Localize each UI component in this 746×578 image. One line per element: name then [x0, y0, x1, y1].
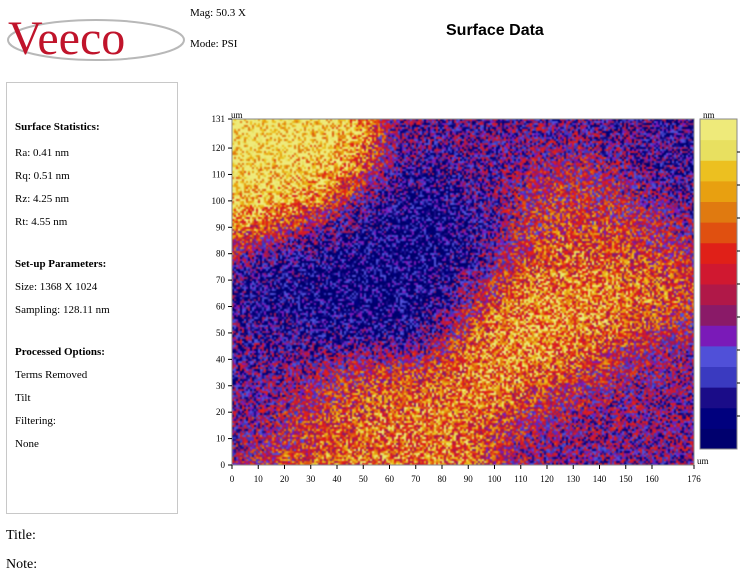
y-tick-label: 120: [212, 143, 226, 153]
mode-label: Mode: PSI: [190, 38, 238, 50]
y-tick-label: 70: [216, 275, 226, 285]
stat-ra: Ra: 0.41 nm: [15, 147, 70, 159]
colorbar-segment: [700, 387, 737, 409]
terms-removed-label: Terms Removed: [15, 369, 88, 381]
colorbar-segment: [700, 263, 737, 285]
x-tick-label: 0: [230, 474, 235, 484]
title-field-label: Title:: [6, 528, 36, 543]
colorbar-segment: [700, 139, 737, 161]
veeco-logo: Veeco: [7, 12, 185, 65]
stat-rz: Rz: 4.25 nm: [15, 193, 70, 205]
y-axis: 0 10 20 30 40 50 60 70 80 90 100 110 120 131: [212, 114, 232, 470]
setup-size: Size: 1368 X 1024: [15, 281, 98, 293]
colorbar-segment: [700, 222, 737, 244]
colorbar-segment: [700, 325, 737, 347]
x-axis-unit: um: [697, 456, 709, 466]
y-tick-label: 30: [216, 381, 226, 391]
x-tick-label: 160: [645, 474, 659, 484]
y-tick-label: 90: [216, 222, 226, 232]
magnification-label: Mag: 50.3 X: [190, 7, 246, 19]
note-field-label: Note:: [6, 557, 38, 572]
colorbar-segment: [700, 284, 737, 306]
colorbar-segment: [700, 366, 737, 388]
heatmap-image: [232, 119, 694, 465]
x-tick-label: 20: [280, 474, 290, 484]
x-tick-label: 130: [567, 474, 581, 484]
y-tick-label: 60: [216, 302, 226, 312]
x-tick-label: 100: [488, 474, 502, 484]
y-tick-label: 80: [216, 249, 226, 259]
x-tick-label: 110: [514, 474, 528, 484]
x-tick-label: 40: [333, 474, 343, 484]
colorbar: [699, 118, 740, 450]
x-tick-label: 90: [464, 474, 474, 484]
x-tick-label: 60: [385, 474, 395, 484]
filter-none-label: None: [15, 438, 39, 450]
x-tick-label: 50: [359, 474, 369, 484]
parameters-panel: Surface Statistics: Ra: 0.41 nm Rq: 0.51…: [6, 82, 178, 514]
colorbar-segment: [700, 345, 737, 367]
x-tick-label: 30: [306, 474, 316, 484]
y-tick-label: 20: [216, 407, 226, 417]
x-axis: 0 10 20 30 40 50 60 70 80 90 100 110 120 130 140 150 160…: [230, 465, 701, 484]
x-tick-label: 10: [254, 474, 264, 484]
colorbar-segment: [700, 160, 737, 182]
plot-frame: [231, 118, 695, 466]
colorbar-segment: [700, 304, 737, 326]
colorbar-segment: [700, 428, 737, 450]
y-axis-unit: um: [231, 110, 243, 120]
colorbar-segment: [700, 119, 737, 141]
colorbar-segment: [700, 201, 737, 223]
stat-rt: Rt: 4.55 nm: [15, 216, 68, 228]
x-tick-label: 176: [687, 474, 701, 484]
x-tick-label: 140: [593, 474, 607, 484]
y-tick-label: 0: [221, 460, 226, 470]
y-tick-label: 10: [216, 434, 226, 444]
y-tick-label: 40: [216, 354, 226, 364]
y-tick-label: 100: [212, 196, 226, 206]
y-tick-label: 50: [216, 328, 226, 338]
surface-heatmap-chart: 0 10 20 30 40 50 60 70 80 90 100 110 120 131 0 10 20 30 4…: [212, 110, 740, 484]
setup-parameters-heading: Set-up Parameters:: [15, 258, 107, 270]
tilt-label: Tilt: [15, 392, 31, 404]
x-tick-label: 150: [619, 474, 633, 484]
x-tick-label: 80: [438, 474, 448, 484]
colorbar-unit: nm: [703, 110, 715, 120]
filtering-label: Filtering:: [15, 415, 56, 427]
stat-rq: Rq: 0.51 nm: [15, 170, 70, 182]
processed-options-heading: Processed Options:: [15, 346, 105, 358]
y-tick-label: 110: [212, 169, 226, 179]
logo-swoosh: [7, 19, 185, 61]
x-tick-label: 120: [540, 474, 554, 484]
x-tick-label: 70: [411, 474, 421, 484]
setup-sampling: Sampling: 128.11 nm: [15, 304, 110, 316]
colorbar-segment: [700, 407, 737, 429]
page-title: Surface Data: [446, 22, 544, 39]
logo-text: Veeco: [8, 12, 125, 65]
colorbar-segment: [700, 180, 737, 202]
colorbar-segment: [700, 242, 737, 264]
surface-statistics-heading: Surface Statistics:: [15, 121, 100, 133]
y-tick-label: 131: [212, 114, 226, 124]
